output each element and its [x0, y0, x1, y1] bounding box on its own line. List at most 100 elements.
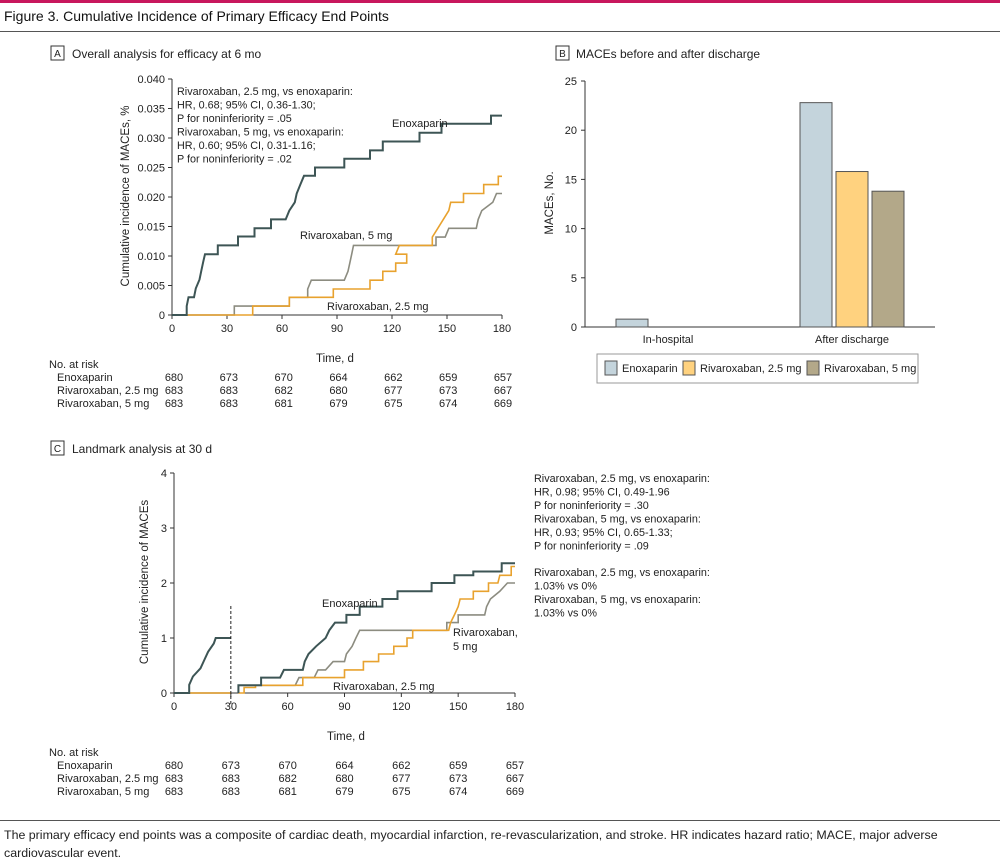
- panel-c-label-riva5-line2: 5 mg: [453, 641, 477, 653]
- risk-cell: 664: [335, 760, 353, 772]
- panel-b-axes: 0 5 10 15 20 25 In-hospital After discharge: [565, 76, 935, 346]
- x-tick-label: 0: [171, 701, 177, 713]
- y-tick-label: 1: [161, 633, 167, 645]
- annotation-stat-line: HR, 0.93; 95% CI, 0.65-1.33;: [534, 527, 673, 539]
- risk-cell: 682: [274, 385, 292, 397]
- legend-label: Rivaroxaban, 2.5 mg: [700, 363, 802, 375]
- annotation-stat-line: P for noninferiority = .30: [534, 500, 649, 512]
- x-tick-label: 30: [221, 323, 233, 335]
- y-tick-label: 20: [565, 125, 577, 137]
- series-line-riva5: [172, 192, 502, 316]
- panel-c-title: Landmark analysis at 30 d: [72, 442, 212, 456]
- x-tick-label: 180: [493, 323, 511, 335]
- y-tick-label: 25: [565, 76, 577, 88]
- risk-cell: 683: [220, 398, 238, 410]
- annotation-line: HR, 0.68; 95% CI, 0.36-1.30;: [177, 100, 316, 112]
- y-tick-label: 15: [565, 174, 577, 186]
- x-tick-label: 150: [438, 323, 456, 335]
- risk-cell: 674: [449, 786, 467, 798]
- annotation-stat-line: Rivaroxaban, 2.5 mg, vs enoxaparin:: [534, 473, 710, 485]
- figure-title: Figure 3. Cumulative Incidence of Primar…: [4, 8, 389, 24]
- risk-cell: 680: [335, 773, 353, 785]
- panel-b-legend: Enoxaparin Rivaroxaban, 2.5 mg Rivaroxaban…: [596, 353, 919, 384]
- risk-cell: 657: [494, 372, 512, 384]
- top-accent-bar: [0, 0, 1000, 3]
- annotation-line: P for noninferiority = .05: [177, 113, 292, 125]
- panel-b-letter-box: [555, 45, 570, 61]
- panel-a-label-riva25: Rivaroxaban, 2.5 mg: [327, 301, 429, 313]
- risk-cell: 662: [384, 372, 402, 384]
- risk-table-header: No. at risk: [49, 747, 99, 759]
- x-category-label: After discharge: [815, 334, 889, 346]
- risk-row-label: Rivaroxaban, 2.5 mg: [57, 385, 159, 397]
- risk-row-label: Rivaroxaban, 2.5 mg: [57, 773, 159, 785]
- panel-a-label-enoxaparin: Enoxaparin: [392, 118, 448, 130]
- annotation-rate-line: 1.03% vs 0%: [534, 581, 597, 593]
- risk-cell: 673: [222, 760, 240, 772]
- legend-label: Enoxaparin: [622, 363, 678, 375]
- risk-cell: 669: [506, 786, 524, 798]
- panel-a-axes: 0 0.005 0.010 0.015 0.020 0.025 0.030 0.035 0.04…: [137, 74, 511, 335]
- panel-a-label-riva5: Rivaroxaban, 5 mg: [300, 230, 392, 242]
- legend-swatch-enoxaparin: [604, 360, 618, 376]
- title-divider: [0, 31, 1000, 32]
- risk-cell: 670: [278, 760, 296, 772]
- caption-divider: [0, 820, 1000, 821]
- panel-c-series: [174, 562, 515, 694]
- panel-a-annotation: Rivaroxaban, 2.5 mg, vs enoxaparin: HR, 0…: [177, 86, 353, 166]
- y-tick-label: 0.005: [137, 281, 165, 293]
- risk-cell: 664: [329, 372, 347, 384]
- y-tick-label: 0: [161, 688, 167, 700]
- bar-riva5: [871, 190, 905, 328]
- risk-cell: 683: [165, 773, 183, 785]
- panel-c-label-riva5-line1: Rivaroxaban,: [453, 627, 518, 639]
- annotation-line: Rivaroxaban, 5 mg, vs enoxaparin:: [177, 127, 344, 139]
- risk-cell: 675: [384, 398, 402, 410]
- x-tick-label: 90: [338, 701, 350, 713]
- risk-cell: 679: [335, 786, 353, 798]
- risk-cell: 673: [449, 773, 467, 785]
- risk-table-header: No. at risk: [49, 359, 99, 371]
- annotation-rate-line: 1.03% vs 0%: [534, 608, 597, 620]
- risk-cell: 683: [222, 773, 240, 785]
- figure-caption: The primary efficacy end points was a co…: [4, 828, 938, 860]
- panel-a-title: Overall analysis for efficacy at 6 mo: [72, 47, 262, 61]
- x-tick-label: 60: [282, 701, 294, 713]
- risk-cell: 670: [274, 372, 292, 384]
- risk-row-label: Enoxaparin: [57, 372, 113, 384]
- annotation-stat-line: Rivaroxaban, 5 mg, vs enoxaparin:: [534, 514, 701, 526]
- panel-b: B MACEs before and after discharge 0 5 10 1…: [544, 45, 935, 384]
- y-tick-label: 10: [565, 224, 577, 236]
- risk-cell: 667: [506, 773, 524, 785]
- y-tick-label: 0.030: [137, 133, 165, 145]
- risk-cell: 679: [329, 398, 347, 410]
- risk-cell: 657: [506, 760, 524, 772]
- series-line-enoxaparin: [172, 114, 502, 316]
- x-tick-label: 180: [506, 701, 524, 713]
- panel-c-label-enoxaparin: Enoxaparin: [322, 598, 378, 610]
- y-tick-label: 5: [571, 273, 577, 285]
- risk-cell: 681: [278, 786, 296, 798]
- risk-cell: 662: [392, 760, 410, 772]
- risk-cell: 677: [392, 773, 410, 785]
- risk-cell: 673: [220, 372, 238, 384]
- panel-a: A Overall analysis for efficacy at 6 mo …: [49, 45, 512, 410]
- y-tick-label: 2: [161, 578, 167, 590]
- panel-a-letter: A: [54, 49, 61, 60]
- series-line-riva25: [172, 175, 502, 316]
- panel-a-ylabel: Cumulative incidence of MACEs, %: [120, 106, 132, 287]
- risk-cell: 682: [278, 773, 296, 785]
- annotation-line: HR, 0.60; 95% CI, 0.31-1.16;: [177, 140, 316, 152]
- panel-b-ylabel: MACEs, No.: [544, 171, 556, 234]
- risk-cell: 683: [165, 398, 183, 410]
- risk-cell: 683: [165, 385, 183, 397]
- panel-a-series: [172, 114, 502, 316]
- x-tick-label: 120: [383, 323, 401, 335]
- x-tick-label: 120: [392, 701, 410, 713]
- figure-canvas: A Overall analysis for efficacy at 6 mo …: [49, 45, 935, 798]
- panel-c-ylabel: Cumulative incidence of MACEs: [139, 500, 151, 665]
- y-tick-label: 0.020: [137, 192, 165, 204]
- risk-cell: 673: [439, 385, 457, 397]
